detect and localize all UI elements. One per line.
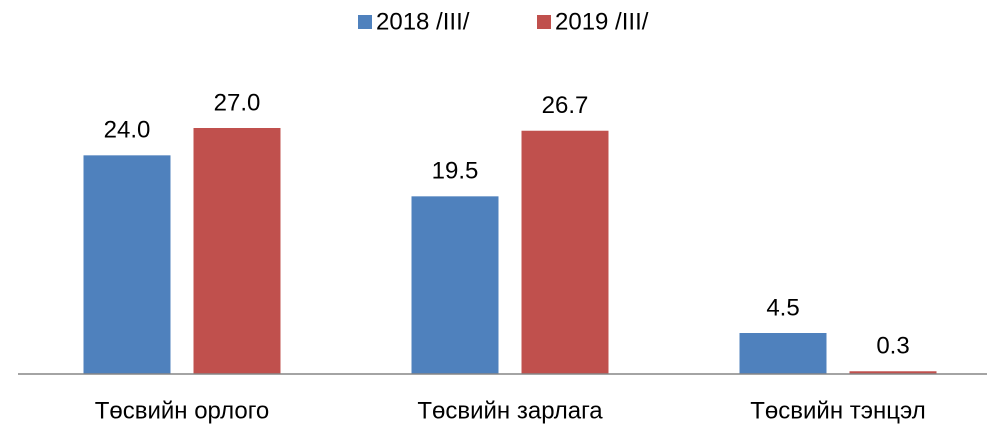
legend-label: 2019 /III/	[555, 8, 649, 35]
legend-label: 2018 /III/	[376, 8, 470, 35]
data-label: 19.5	[432, 158, 479, 185]
x-tick-label: Төсвийн тэнцэл	[750, 397, 925, 424]
bar	[193, 128, 281, 374]
legend-swatch	[358, 15, 372, 29]
legend-swatch	[537, 15, 551, 29]
x-tick-label: Төсвийн орлого	[95, 397, 270, 424]
bar	[849, 371, 937, 374]
bar	[83, 155, 171, 374]
bar	[739, 333, 827, 374]
data-label: 24.0	[104, 117, 151, 144]
bar	[521, 130, 609, 374]
data-label: 4.5	[766, 294, 799, 321]
data-label: 27.0	[214, 89, 261, 116]
x-tick-label: Төсвийн зарлага	[417, 397, 603, 424]
bar	[411, 196, 499, 374]
data-label: 26.7	[542, 92, 589, 119]
data-label: 0.3	[876, 333, 909, 360]
